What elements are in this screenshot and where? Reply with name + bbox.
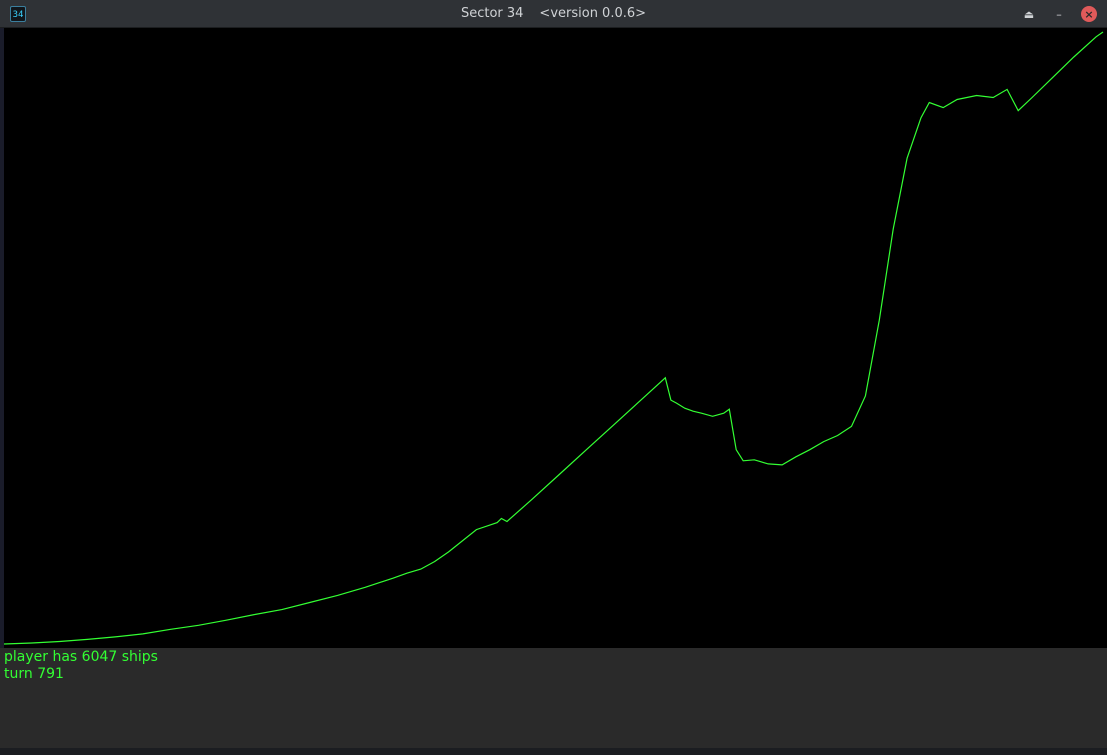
turn-text: turn 791 [4, 666, 64, 682]
title-bar[interactable]: 34 Sector 34 <version 0.0.6> ⏏ – × [0, 0, 1107, 28]
desktop-edge [0, 28, 4, 648]
chart-svg [4, 31, 1104, 645]
eject-icon[interactable]: ⏏ [1023, 7, 1035, 21]
close-icon[interactable]: × [1081, 6, 1097, 22]
ship-count-text: player has 6047 ships [4, 649, 158, 665]
taskbar [0, 748, 1107, 755]
window-controls: ⏏ – × [1021, 6, 1097, 22]
window-version: <version 0.0.6> [539, 6, 647, 21]
window-title: Sector 34 [460, 6, 524, 21]
series-line [4, 31, 1104, 645]
app-icon: 34 [10, 6, 26, 22]
ship-count-chart [4, 28, 1107, 648]
status-panel: player has 6047 ships turn 791 [0, 648, 1107, 748]
minus-icon[interactable]: – [1056, 7, 1062, 21]
